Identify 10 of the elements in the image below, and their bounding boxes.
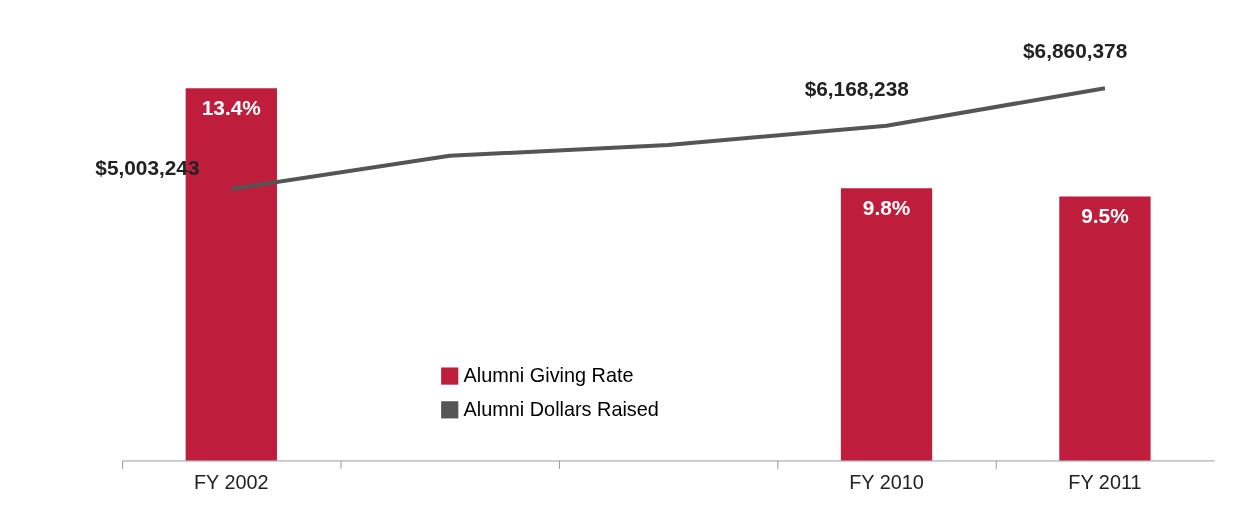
data-label: $6,168,238 (804, 76, 909, 100)
data-label: 9.5% (1081, 204, 1129, 228)
legend-label: Alumni Dollars Raised (463, 397, 659, 420)
x-tick-label: FY 2011 (1068, 470, 1142, 493)
x-tick-label: FY 2010 (849, 470, 924, 493)
data-label: 9.8% (862, 196, 911, 219)
data-label: 13.4% (201, 95, 261, 119)
legend-label: Alumni Giving Rate (463, 364, 634, 387)
x-tick-label: FY 2002 (193, 470, 269, 493)
data-label: $6,860,378 (1023, 39, 1128, 63)
